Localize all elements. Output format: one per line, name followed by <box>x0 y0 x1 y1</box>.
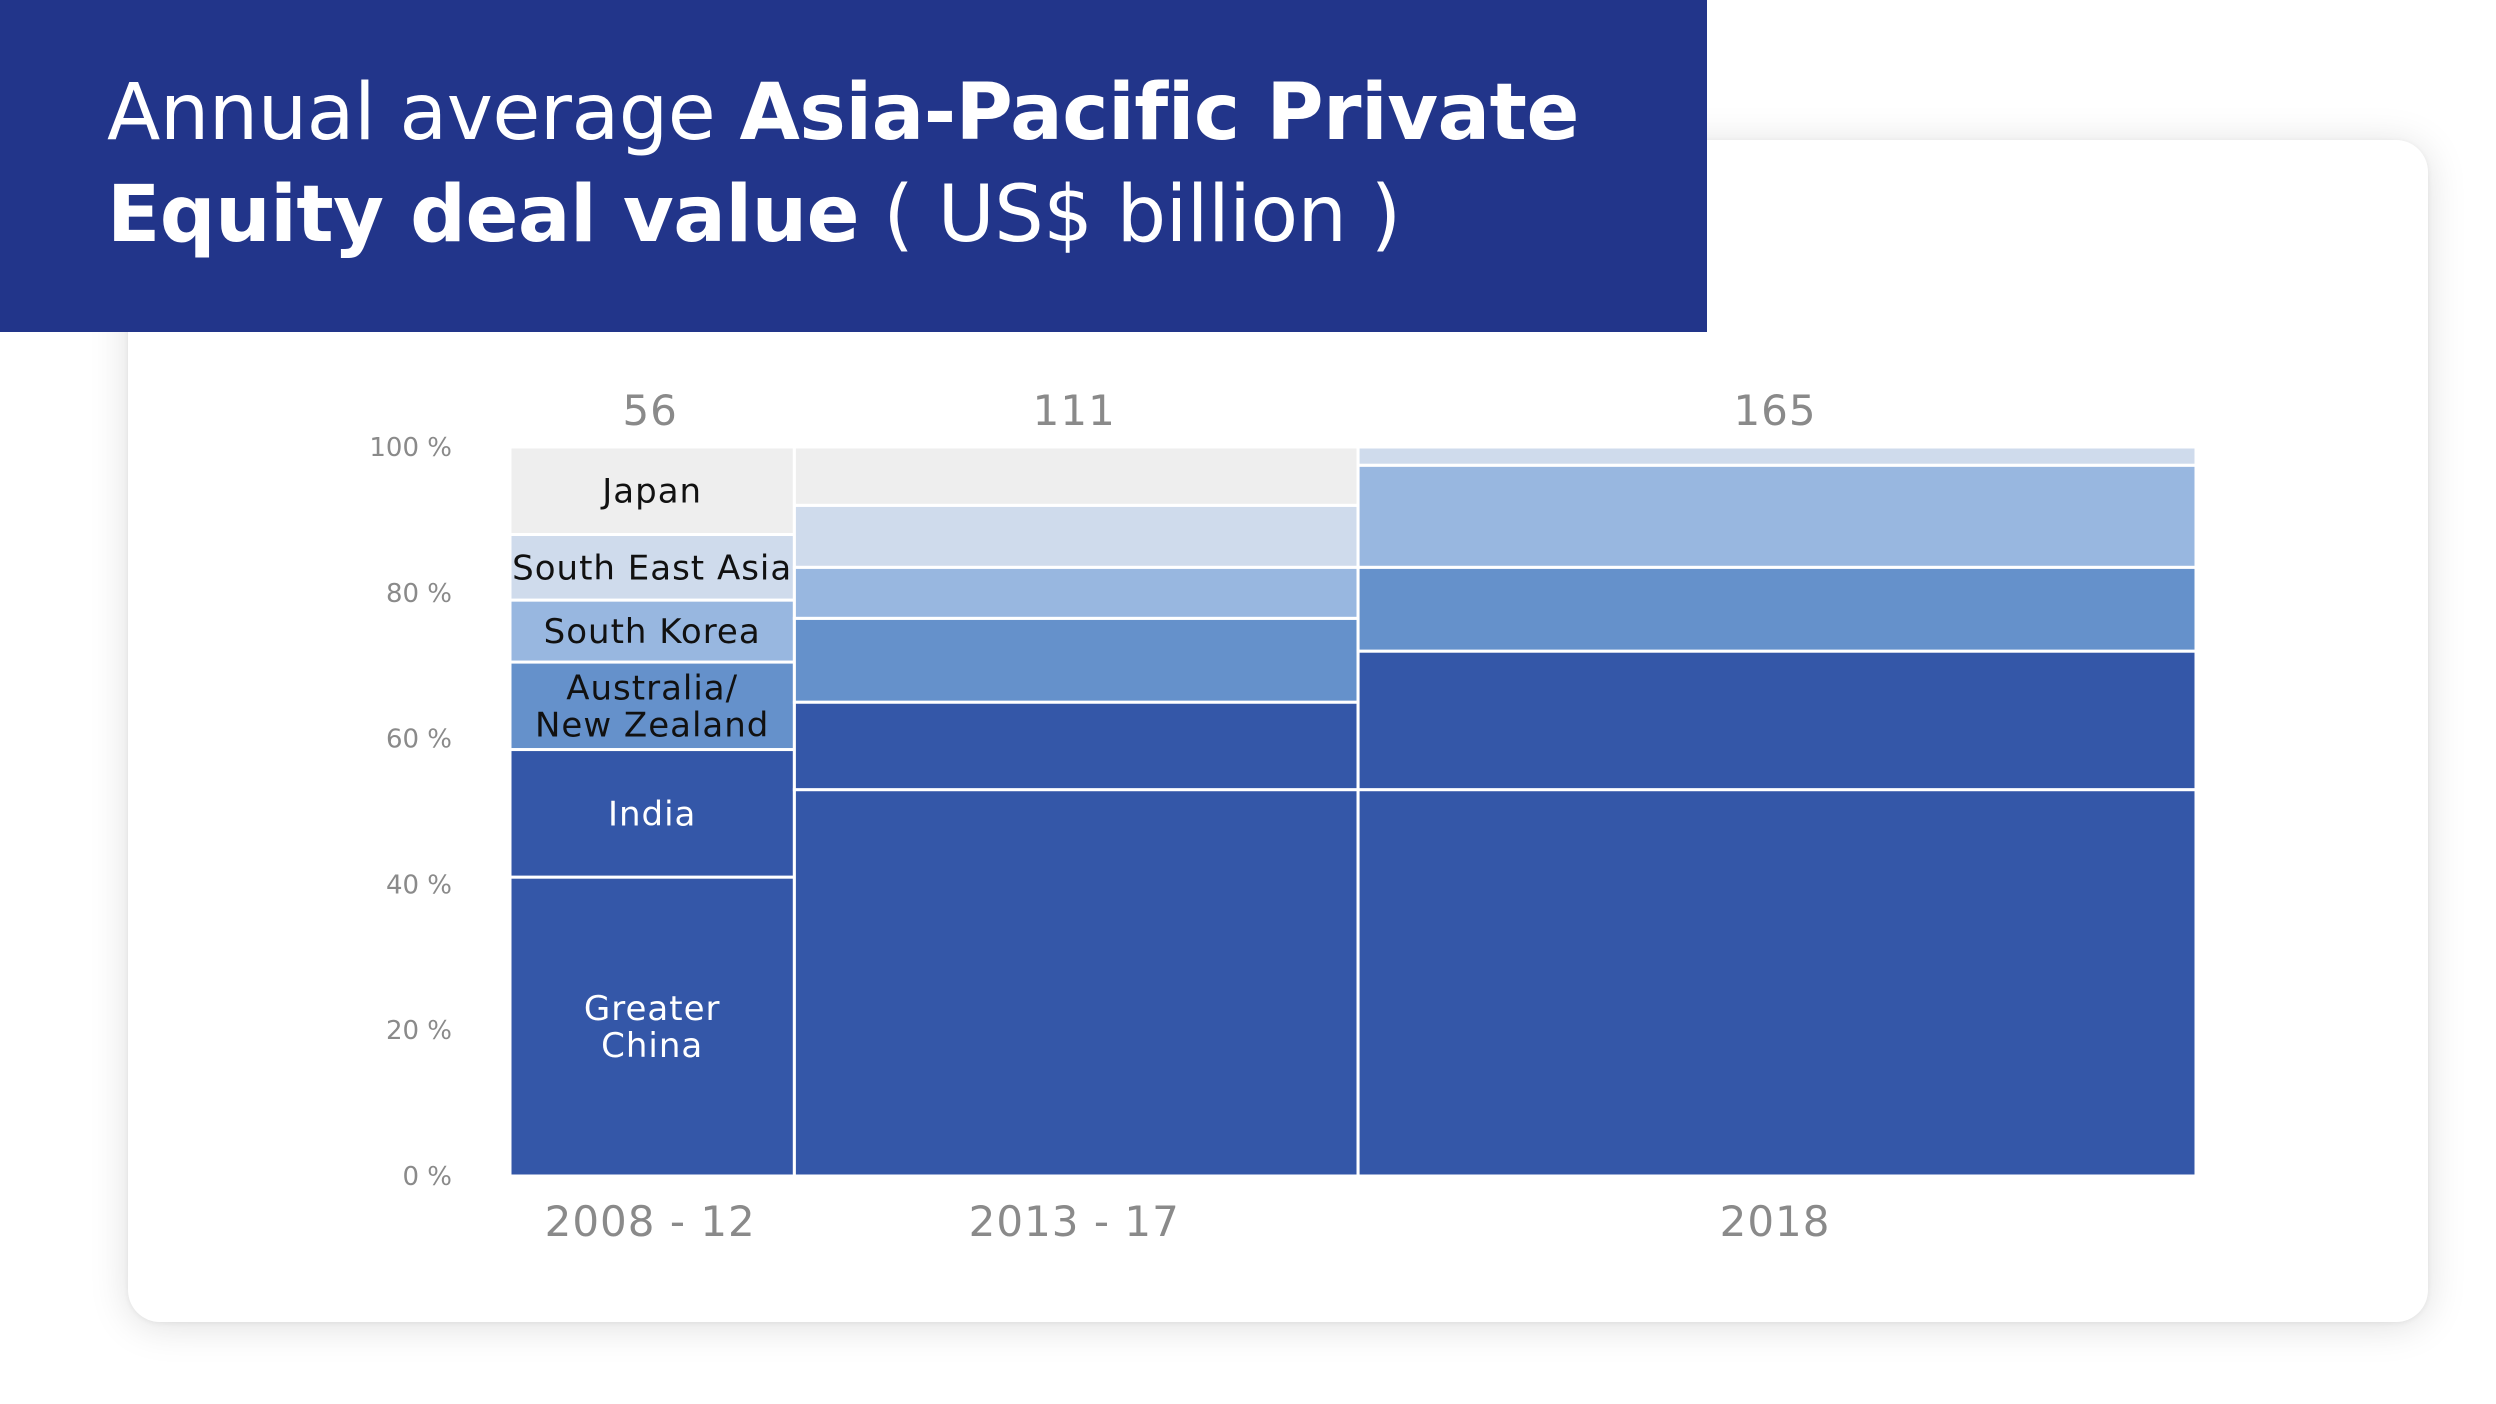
y-tick-label: 100 % <box>369 433 452 463</box>
segment-label-south-korea: South Korea <box>544 612 761 652</box>
y-tick-label: 40 % <box>386 870 452 900</box>
column-total-label: 56 <box>622 386 677 435</box>
segment-greater-china-2018 <box>1356 788 2198 1178</box>
y-tick-label: 20 % <box>386 1016 452 1046</box>
y-tick-label: 80 % <box>386 579 452 609</box>
column-total-label: 165 <box>1733 386 1816 435</box>
title-part1: Annual average <box>107 68 740 158</box>
segment-south-east-asia-2018 <box>1356 445 2198 467</box>
segment-label-greater-china: Greater <box>584 989 721 1029</box>
segment-japan-2008-12 <box>508 445 796 536</box>
segment-south-korea-2018 <box>1356 463 2198 569</box>
column-total-label: 111 <box>1033 386 1116 435</box>
segment-south-korea-2013-17 <box>792 565 1360 620</box>
y-tick-label: 60 % <box>386 725 452 755</box>
x-category-label: 2008 - 12 <box>545 1197 756 1246</box>
title-banner: Annual average Asia-Pacific Private Equi… <box>0 0 1707 332</box>
segment-india-2013-17 <box>792 700 1360 792</box>
segment-australia-new-zealand-2013-17 <box>792 616 1360 704</box>
x-category-label: 2013 - 17 <box>969 1197 1180 1246</box>
segment-label-south-east-asia: South East Asia <box>512 548 792 588</box>
segment-label-japan: Japan <box>600 472 702 512</box>
chart-title: Annual average Asia-Pacific Private Equi… <box>107 62 1667 266</box>
segment-australia-new-zealand-2018 <box>1356 565 2198 653</box>
segment-greater-china-2013-17 <box>792 788 1360 1178</box>
segment-japan-2013-17 <box>792 445 1360 507</box>
title-part3: ( US$ billion ) <box>859 170 1401 260</box>
segment-south-east-asia-2013-17 <box>792 503 1360 569</box>
y-tick-label: 0 % <box>402 1162 452 1192</box>
title-part2: Asia-Pacific Private Equity deal value <box>107 68 1579 260</box>
x-category-label: 2018 <box>1720 1197 1831 1246</box>
segment-label-australia-new-zealand: New Zealand <box>535 705 769 745</box>
segment-india-2018 <box>1356 649 2198 792</box>
segment-label-india: India <box>608 794 696 834</box>
segment-label-greater-china: China <box>601 1026 703 1066</box>
segment-label-australia-new-zealand: Australia/ <box>566 668 738 708</box>
